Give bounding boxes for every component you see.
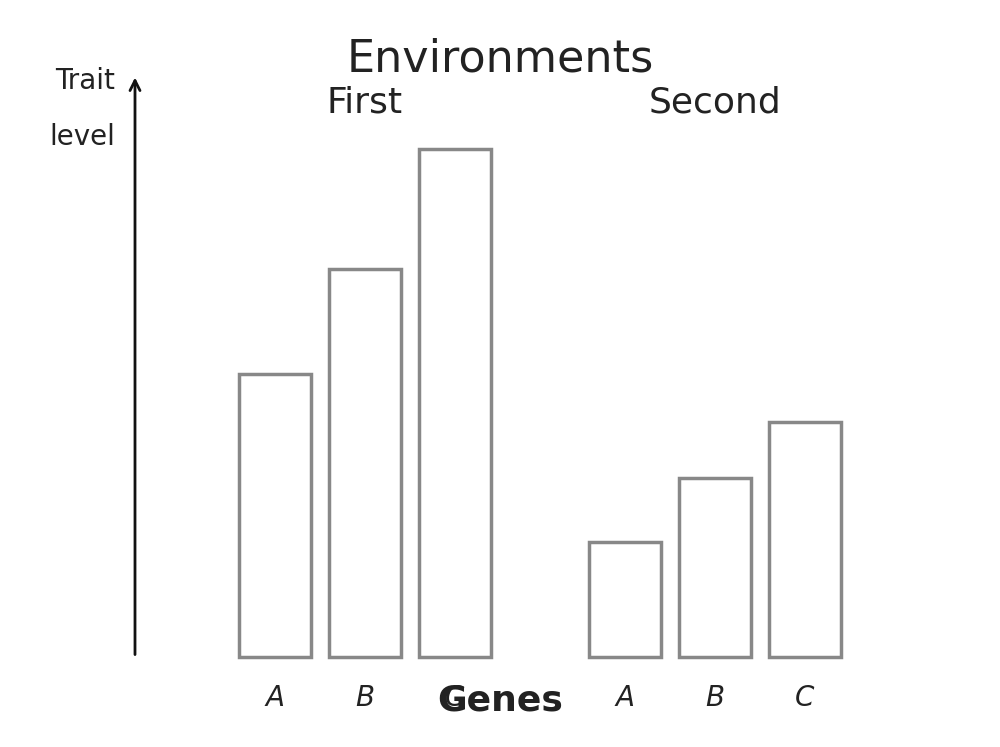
Text: Trait: Trait	[55, 67, 115, 95]
Text: First: First	[327, 85, 403, 120]
Text: A: A	[616, 684, 635, 711]
Text: B: B	[706, 684, 724, 711]
Bar	[419, 149, 491, 657]
Text: C: C	[795, 684, 815, 711]
Bar	[329, 269, 401, 657]
Bar	[769, 422, 841, 657]
Text: level: level	[49, 123, 115, 151]
Text: Genes: Genes	[437, 683, 563, 717]
Bar	[589, 542, 661, 657]
Text: A: A	[266, 684, 285, 711]
Text: Environments: Environments	[346, 37, 654, 81]
Text: B: B	[356, 684, 374, 711]
Bar	[679, 478, 751, 657]
Text: Second: Second	[649, 85, 781, 120]
Text: C: C	[445, 684, 465, 711]
Bar	[239, 374, 311, 657]
